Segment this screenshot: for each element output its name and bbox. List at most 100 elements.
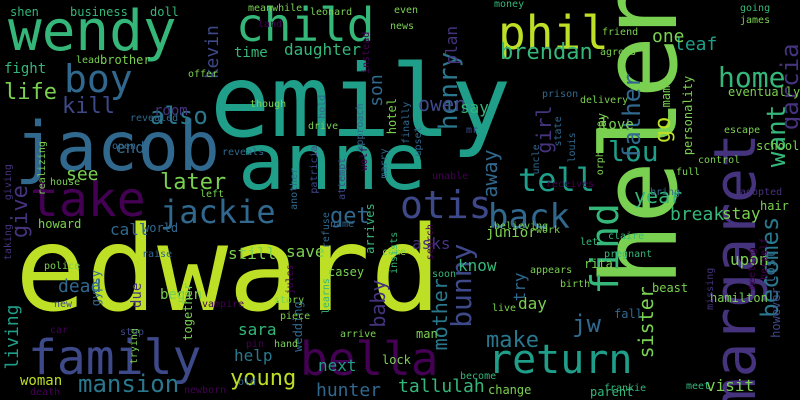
word-later: later	[160, 170, 227, 195]
word-stay: stay	[722, 204, 761, 223]
word-day: day	[518, 294, 547, 313]
word-attempt: attempt	[337, 157, 348, 200]
word-believing: believing	[494, 221, 549, 232]
word-life: life	[4, 80, 57, 105]
word-work: work	[536, 225, 561, 236]
word-sister: sister	[634, 286, 658, 359]
word-boy: boy	[64, 57, 133, 101]
word-patricia: patricia	[309, 145, 320, 194]
word-casey: casey	[328, 265, 365, 279]
word-newborn: newborn	[184, 385, 227, 396]
word-escape: escape	[724, 125, 761, 136]
word-time: time	[234, 45, 268, 61]
word-mansion: mansion	[78, 370, 180, 398]
word-realizing: realizing	[37, 141, 48, 196]
word-personality: personality	[681, 75, 695, 156]
word-however: however	[769, 287, 783, 338]
word-revealed: revealed	[130, 113, 179, 124]
word-live: live	[492, 303, 517, 314]
word-child: child	[236, 0, 375, 52]
word-bella: bella	[300, 332, 439, 386]
word-jackie: jackie	[160, 193, 276, 231]
word-parent: parent	[590, 385, 634, 399]
word-begin: begin	[160, 287, 203, 303]
word-fight: fight	[4, 61, 47, 77]
word-news: news	[390, 21, 415, 32]
word-learns: learns	[321, 278, 332, 315]
word-name: name	[330, 219, 355, 230]
word-unable: unable	[432, 171, 469, 182]
word-emily: emily	[210, 43, 512, 160]
word-try: try	[510, 272, 529, 302]
word-leaf: leaf	[674, 34, 718, 55]
word-birth: birth	[560, 279, 591, 290]
word-see: see	[66, 164, 99, 185]
word-insists: insists	[389, 231, 400, 274]
word-claire: claire	[608, 231, 645, 242]
word-mr: mr	[466, 125, 479, 136]
word-wolf: wolf	[359, 146, 370, 171]
word-anne: anne	[238, 118, 426, 208]
word-help: help	[234, 346, 273, 365]
word-young: young	[230, 366, 297, 391]
word-pregnant: pregnant	[604, 249, 653, 260]
word-police: police	[44, 261, 81, 272]
word-even: even	[394, 5, 419, 16]
word-appears: appears	[530, 265, 573, 276]
word-stop: stop	[120, 327, 145, 338]
word-taking: taking	[3, 224, 14, 261]
word-lock: lock	[382, 353, 411, 367]
word-save: save	[286, 242, 325, 261]
word-become: become	[460, 371, 497, 382]
word-world: world	[142, 221, 179, 235]
word-baby: baby	[366, 279, 390, 328]
word-uncle: uncle	[531, 144, 542, 175]
word-asks: asks	[412, 234, 451, 253]
word-bring: bring	[650, 187, 681, 198]
word-instead: instead	[361, 31, 372, 74]
word-home: home	[718, 61, 786, 94]
word-rita: rita	[584, 257, 613, 271]
word-giving: giving	[3, 164, 14, 201]
word-arrive: arrive	[340, 329, 377, 340]
word-come: come	[382, 247, 407, 258]
word-search: search	[425, 224, 436, 261]
word-brendan: brendan	[500, 40, 593, 65]
word-gypsy: gypsy	[89, 270, 103, 307]
word-daughter: daughter	[284, 40, 362, 59]
word-make: make	[486, 328, 539, 353]
word-pin: pin	[246, 339, 265, 350]
word-man: man	[416, 327, 438, 341]
word-next: next	[318, 356, 357, 375]
word-back: back	[488, 197, 570, 237]
word-piece: piece	[280, 311, 311, 322]
word-still: still	[228, 244, 277, 263]
word-let: let	[580, 237, 599, 248]
word-wendy: wendy	[8, 0, 177, 64]
word-together: together	[181, 282, 195, 341]
word-upon: upon	[730, 250, 769, 269]
word-left: left	[200, 189, 225, 200]
word-break: break	[670, 204, 725, 225]
word-finally: finally	[401, 101, 412, 144]
word-open: open	[112, 141, 137, 152]
word-jw: jw	[572, 310, 601, 338]
word-drive: drive	[308, 121, 339, 132]
word-new: new	[54, 299, 73, 310]
word-kill: kill	[62, 94, 115, 119]
word-tell: tell	[518, 161, 596, 199]
word-land: land	[258, 19, 283, 30]
word-house: house	[50, 177, 81, 188]
word-meet: meet	[686, 381, 711, 392]
word-agrees: agrees	[600, 47, 637, 58]
word-brother: brother	[100, 53, 151, 67]
word-away: away	[478, 149, 502, 198]
word-frankie: frankie	[604, 383, 647, 394]
word-visit: visit	[706, 376, 755, 395]
word-adopted: adopted	[740, 187, 783, 198]
word-herself: herself	[759, 237, 770, 280]
word-friend: friend	[602, 27, 639, 38]
word-room: room	[154, 103, 188, 119]
word-reveals: reveals	[222, 147, 265, 158]
